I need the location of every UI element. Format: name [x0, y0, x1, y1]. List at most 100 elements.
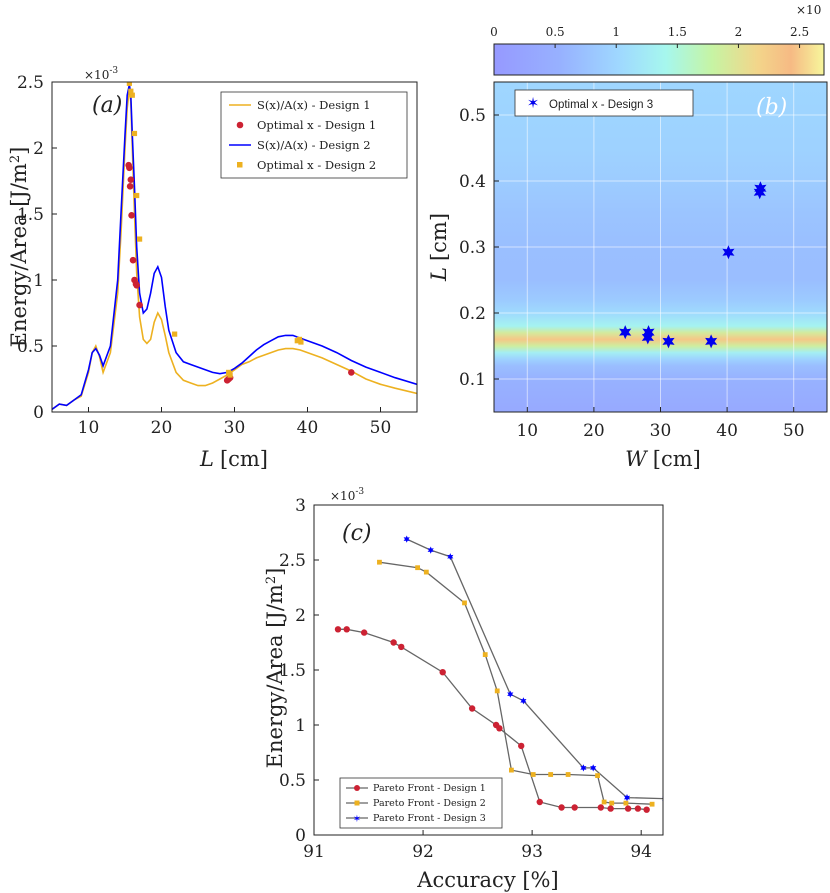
colorbar	[493, 43, 825, 76]
panel-c: 91 92 93 94 0 0.5 1 1.5 2 2.5 3 ×10-3 (c) Accuracy…	[263, 487, 664, 892]
optimal-point-design2	[126, 82, 132, 86]
optimal-point-design1	[133, 281, 140, 289]
pareto-point-design2	[482, 652, 488, 657]
colorbar-tick-label: 0.5	[546, 25, 565, 39]
pareto-point-design1	[468, 705, 476, 712]
x-tick-label: 30	[650, 421, 672, 441]
x-tick-label: 30	[224, 418, 246, 438]
pareto-point-design3	[580, 764, 587, 772]
x-tick-label: 20	[151, 418, 173, 438]
pareto-point-design2	[415, 565, 421, 571]
y-tick-label: 2.5	[279, 551, 306, 571]
optimal-point-design2	[134, 192, 140, 199]
pareto-point-design2	[601, 799, 607, 805]
y-tick-label: 1	[33, 271, 44, 291]
panel-b-plot-area	[494, 82, 827, 412]
y-tick-label: 1	[295, 716, 306, 736]
pareto-point-design2	[609, 800, 615, 806]
panel-b-colorbar: 0 0.5 1 1.5 2 2.5 ×10	[490, 3, 825, 76]
pareto-point-design1	[607, 805, 614, 812]
pareto-point-design3	[623, 794, 631, 802]
colorbar-tick-label: 1	[612, 25, 620, 39]
optimal-point-design2	[226, 369, 232, 375]
legend-marker-pareto-1	[354, 785, 360, 791]
panel-b-legend-box	[514, 89, 694, 117]
colorbar-tick-label: 2	[735, 25, 743, 39]
optimal-point-design1	[127, 176, 135, 183]
pareto-point-design1	[343, 626, 350, 633]
optimal-point-design2	[128, 88, 134, 94]
pareto-point-design1	[334, 626, 342, 633]
pareto-point-design2	[623, 800, 629, 806]
panel-c-label: (c)	[342, 521, 372, 546]
legend-marker-design2-optimal	[237, 162, 243, 168]
pareto-line-design3	[406, 538, 663, 800]
legend-label-pareto-2: Pareto Front - Design 2	[373, 798, 486, 809]
y-tick-label: 2.5	[17, 73, 44, 93]
pareto-point-design2	[377, 559, 382, 565]
colorbar-tick-label: 1.5	[668, 25, 687, 39]
curve-design2	[52, 84, 417, 411]
panel-b-xlabel: W [cm]	[625, 447, 701, 471]
x-tick-label: 92	[412, 842, 434, 862]
optimal-point-design1	[126, 164, 133, 172]
optimal-point-design2	[129, 92, 135, 98]
panel-c-plot-area	[334, 535, 663, 813]
pareto-point-design2	[494, 688, 500, 694]
legend-label-pareto-3: Pareto Front - Design 3	[373, 813, 486, 824]
pareto-point-design1	[360, 629, 368, 636]
x-tick-label: 40	[297, 418, 319, 438]
legend-label-pareto-1: Pareto Front - Design 1	[373, 783, 486, 794]
pareto-point-design3	[590, 764, 597, 772]
panel-b-ylabel: L[cm]	[427, 213, 451, 282]
optimal-point-design2	[131, 130, 138, 137]
y-tick-label: 0	[295, 826, 306, 846]
optimal-point-design3	[662, 334, 675, 349]
colorbar-tick-label: 0	[490, 25, 498, 39]
x-tick-label: 20	[583, 421, 605, 441]
legend-marker-design3: ✶	[527, 95, 540, 112]
pareto-point-design2	[530, 772, 536, 777]
x-tick-label: 91	[303, 842, 325, 862]
optimal-point-design1	[348, 369, 355, 376]
y-tick-label: 1.5	[17, 205, 44, 225]
curve-design1	[52, 88, 417, 411]
panel-c-legend: Pareto Front - Design 1 Pareto Front - D…	[339, 777, 503, 829]
pareto-point-design1	[439, 669, 446, 676]
y-tick-label: 2	[33, 139, 44, 159]
pareto-point-design1	[624, 805, 632, 812]
optimal-point-design2	[296, 336, 303, 342]
optimal-point-design3	[722, 245, 735, 260]
pareto-point-design1	[536, 798, 543, 806]
x-tick-label: 50	[783, 421, 805, 441]
panel-b: 0 0.5 1 1.5 2 2.5 ×10 10 20 30 40 50 0.1 0.2 0.3 0.4 0…	[427, 3, 828, 471]
optimal-point-design1	[126, 182, 134, 190]
y-tick-label: 0.3	[459, 238, 486, 258]
panel-b-legend: ✶ Optimal x - Design 3	[514, 89, 694, 117]
legend-label-design1-optimal: Optimal x - Design 1	[257, 118, 376, 132]
pareto-point-design2	[423, 569, 429, 575]
panel-a-label: (a)	[92, 93, 122, 118]
pareto-point-design1	[496, 725, 503, 732]
panel-a-xlabel: L [cm]	[199, 447, 268, 471]
legend-label-design2-curve: S(x)/A(x) - Design 2	[257, 138, 371, 152]
y-tick-label: 0.5	[17, 337, 44, 357]
y-tick-label: 1.5	[279, 661, 306, 681]
legend-marker-design1-optimal	[236, 121, 244, 129]
pareto-point-design2	[548, 772, 554, 777]
panel-a-legend: S(x)/A(x) - Design 1 Optimal x - Design …	[220, 91, 408, 179]
panel-a-exponent: ×10-3	[84, 66, 118, 82]
panel-a-plot-area	[52, 82, 417, 411]
pareto-point-design3	[447, 553, 454, 561]
pareto-point-design2	[509, 767, 514, 773]
pareto-point-design3	[507, 690, 514, 698]
x-tick-label: 50	[370, 418, 392, 438]
y-tick-label: 0.2	[459, 304, 486, 324]
panel-b-markers	[619, 181, 767, 349]
pareto-point-design1	[558, 804, 565, 811]
pareto-point-design3	[520, 697, 527, 705]
pareto-point-design1	[597, 804, 605, 811]
colorbar-tick-label: 2.5	[790, 25, 809, 39]
pareto-point-design1	[398, 643, 405, 651]
